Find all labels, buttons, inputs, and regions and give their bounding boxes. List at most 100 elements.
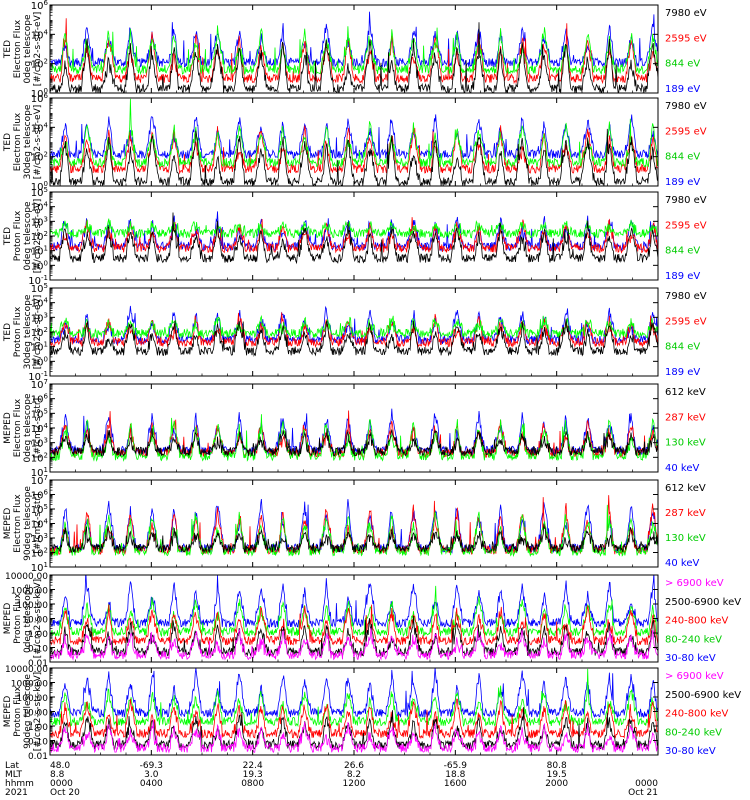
- legend-label: 30-80 keV: [665, 746, 716, 757]
- y-axis-label-line: MEPED: [3, 603, 13, 635]
- y-tick-exponent: 4: [44, 121, 49, 129]
- y-tick-label: 107: [31, 474, 48, 487]
- y-tick-label: 107: [31, 378, 48, 391]
- y-tick-base: 10: [31, 188, 44, 199]
- y-axis-label-line: Electron Flux: [13, 398, 23, 457]
- legend-label: 844 eV: [665, 152, 700, 163]
- series-line-2500-6900-kev: [50, 707, 658, 751]
- y-tick-label: 100.00: [17, 694, 49, 704]
- y-tick-exponent: 0: [44, 180, 48, 188]
- series-line-844-ev: [50, 218, 658, 239]
- legend-label: 189 eV: [665, 177, 700, 188]
- y-tick-label: 105: [31, 503, 48, 516]
- y-tick-base: 10: [31, 30, 44, 41]
- series-line-240-800-kev: [50, 698, 658, 740]
- legend-label: 287 keV: [665, 412, 706, 423]
- y-tick-label: 1000.00: [11, 680, 48, 690]
- y-axis-label-line: [#/cm2-s-str]: [33, 398, 43, 458]
- legend-label: 30-80 keV: [665, 653, 716, 664]
- y-axis-label: MEPEDElectron Flux0deg telescope[#/cm2-s…: [3, 393, 43, 463]
- y-tick-exponent: 5: [44, 407, 48, 415]
- y-tick-base: 10: [31, 549, 44, 560]
- y-tick-base: 10: [31, 409, 44, 420]
- legend-label: 844 eV: [665, 59, 700, 70]
- legend-label: 2500-6900 keV: [665, 690, 741, 701]
- y-tick-base: 10: [31, 357, 44, 368]
- y-tick-base: 10: [31, 153, 44, 164]
- legend-label: 612 keV: [665, 483, 706, 494]
- y-tick-label: 103: [31, 532, 48, 545]
- x-tick-value: 2000: [545, 779, 568, 789]
- y-axis-label: TEDProton Flux0deg telescope[#/cm2-s-str…: [3, 199, 43, 274]
- series-line-80-240-kev: [50, 668, 658, 728]
- y-axis-label-line: Proton Flux: [13, 593, 23, 644]
- y-tick-exponent: 6: [44, 92, 49, 100]
- y-tick-label: 10.00: [22, 709, 48, 719]
- y-tick-base: 10: [31, 380, 44, 391]
- y-tick-base: 10: [31, 203, 44, 214]
- legend-label: 7980 eV: [665, 195, 707, 206]
- x-tick-value: 0000: [50, 779, 73, 789]
- legend-label: 240-800 keV: [665, 616, 729, 627]
- y-tick-label: 105: [31, 186, 48, 199]
- y-tick-label: 0.10: [28, 645, 48, 655]
- legend-label: 2595 eV: [665, 220, 707, 231]
- series-line-130-kev: [50, 504, 658, 558]
- y-tick-base: 10: [31, 299, 44, 310]
- y-axis-label-line: TED: [3, 323, 13, 342]
- y-tick-base: 10: [31, 60, 44, 71]
- y-tick-base: 10: [31, 232, 44, 243]
- y-tick-label: 100: [31, 355, 48, 368]
- y-tick-label: 105: [31, 407, 48, 420]
- series-group: [50, 11, 658, 93]
- x-tick-value: 18.8: [445, 770, 465, 780]
- y-tick-exponent: 4: [44, 422, 49, 430]
- y-tick-base: 10: [31, 424, 44, 435]
- legend-label: 287 keV: [665, 508, 706, 519]
- legend-label: 40 keV: [665, 558, 699, 569]
- y-tick-label: 100: [31, 259, 48, 272]
- x-tick-value: 26.6: [344, 761, 364, 771]
- y-axis-label-line: TED: [3, 40, 13, 59]
- y-tick-base: 10: [31, 1, 44, 12]
- x-tick-value: 0800: [241, 779, 264, 789]
- y-tick-exponent: 4: [44, 518, 49, 526]
- x-tick-value: 22.4: [243, 761, 263, 771]
- x-tick-value: 0000: [635, 779, 658, 789]
- legend-label: 189 eV: [665, 271, 700, 282]
- y-axis-label-line: MEPED: [3, 696, 13, 728]
- y-tick-exponent: -1: [41, 274, 48, 282]
- series-line-240-800-kev: [50, 604, 658, 647]
- y-tick-label: 106: [31, 0, 49, 12]
- y-tick-label: 1000.00: [11, 587, 48, 597]
- y-tick-label: 10000.00: [5, 572, 48, 582]
- y-axis-label-line: Electron Flux: [13, 494, 23, 553]
- y-tick-label: 106: [31, 92, 49, 105]
- y-axis-label: MEPEDProton Flux90deg telescope[#/cm2-s-…: [3, 672, 43, 751]
- y-tick-label: 104: [31, 28, 49, 41]
- legend-label: > 6900 keV: [665, 578, 724, 589]
- y-tick-base: 10: [31, 328, 44, 339]
- y-tick-base: 10: [31, 534, 44, 545]
- y-tick-exponent: 7: [44, 474, 48, 482]
- y-tick-base: 10: [31, 284, 44, 295]
- y-tick-base: 10: [31, 217, 44, 228]
- x-tick-value: 8.8: [50, 770, 65, 780]
- y-tick-label: 102: [31, 451, 48, 464]
- y-tick-label: 101: [31, 245, 48, 258]
- y-tick-label: 104: [31, 201, 49, 214]
- series-line-40-kev: [50, 428, 658, 458]
- y-tick-label: 10.00: [22, 616, 48, 626]
- x-tick-value: Oct 20: [50, 788, 80, 798]
- series-group: [50, 305, 658, 357]
- y-axis-label-line: TED: [3, 227, 13, 246]
- y-axis-label-line: Electron Flux: [13, 112, 23, 171]
- y-tick-label: 104: [31, 518, 49, 531]
- y-tick-label: 0.01: [28, 752, 48, 762]
- x-tick-value: 8.2: [347, 770, 361, 780]
- series-line-7980-ev: [50, 114, 658, 160]
